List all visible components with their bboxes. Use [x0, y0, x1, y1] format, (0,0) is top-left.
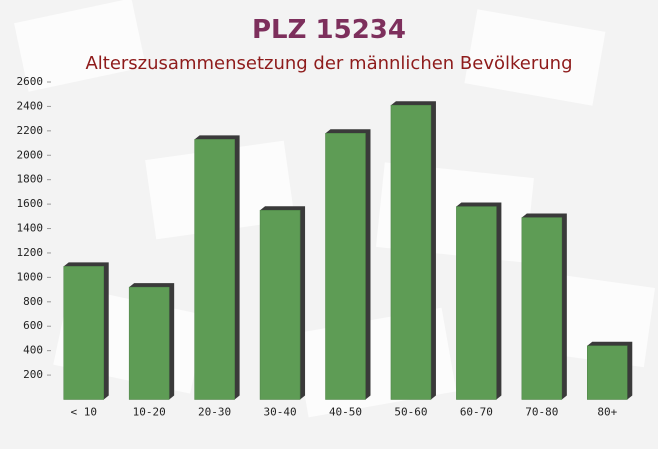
- bar: [194, 139, 235, 400]
- y-tick-label: 2400: [17, 99, 44, 112]
- chart-title: PLZ 15234: [252, 15, 406, 45]
- chart-subtitle: Alterszusammensetzung der männlichen Bev…: [85, 53, 572, 74]
- bar-shadow: [325, 129, 371, 400]
- y-tick-label: 1000: [17, 270, 44, 283]
- y-tick-label: 1400: [17, 222, 44, 235]
- y-tick-label: 2600: [17, 75, 44, 88]
- x-tick-label: 50-60: [394, 406, 427, 419]
- x-tick-label: 70-80: [525, 406, 558, 419]
- y-tick-label: 2000: [17, 148, 44, 161]
- y-tick-label: 400: [23, 344, 43, 357]
- y-tick-label: 1600: [17, 197, 44, 210]
- bar-shadow: [587, 341, 633, 400]
- bar-shadow: [63, 262, 109, 400]
- x-tick-label: 10-20: [133, 406, 166, 419]
- bar: [390, 104, 432, 400]
- bar: [259, 209, 301, 400]
- bar: [325, 133, 366, 400]
- bar: [587, 345, 628, 400]
- bar-shadow: [260, 206, 306, 400]
- bar: [128, 286, 170, 400]
- y-tick-label: 200: [23, 368, 43, 381]
- bar: [521, 217, 563, 400]
- y-tick-label: 600: [23, 319, 43, 332]
- x-tick-label: 80+: [597, 406, 617, 419]
- x-tick-label: 30-40: [263, 406, 296, 419]
- y-tick-label: 1200: [17, 246, 44, 259]
- bar: [456, 206, 497, 400]
- bar: [63, 266, 104, 400]
- bar-shadow: [129, 283, 175, 400]
- x-tick-label: 20-30: [198, 406, 231, 419]
- bar-shadow: [194, 135, 240, 400]
- y-tick-label: 1800: [17, 173, 44, 186]
- y-tick-label: 800: [23, 295, 43, 308]
- bar-shadow: [456, 202, 502, 400]
- y-tick-label: 2200: [17, 124, 44, 137]
- bar-shadow: [390, 101, 436, 400]
- x-tick-label: 60-70: [460, 406, 493, 419]
- bar-shadow: [521, 213, 567, 400]
- x-tick-label: 40-50: [329, 406, 362, 419]
- x-tick-label: < 10: [70, 406, 97, 419]
